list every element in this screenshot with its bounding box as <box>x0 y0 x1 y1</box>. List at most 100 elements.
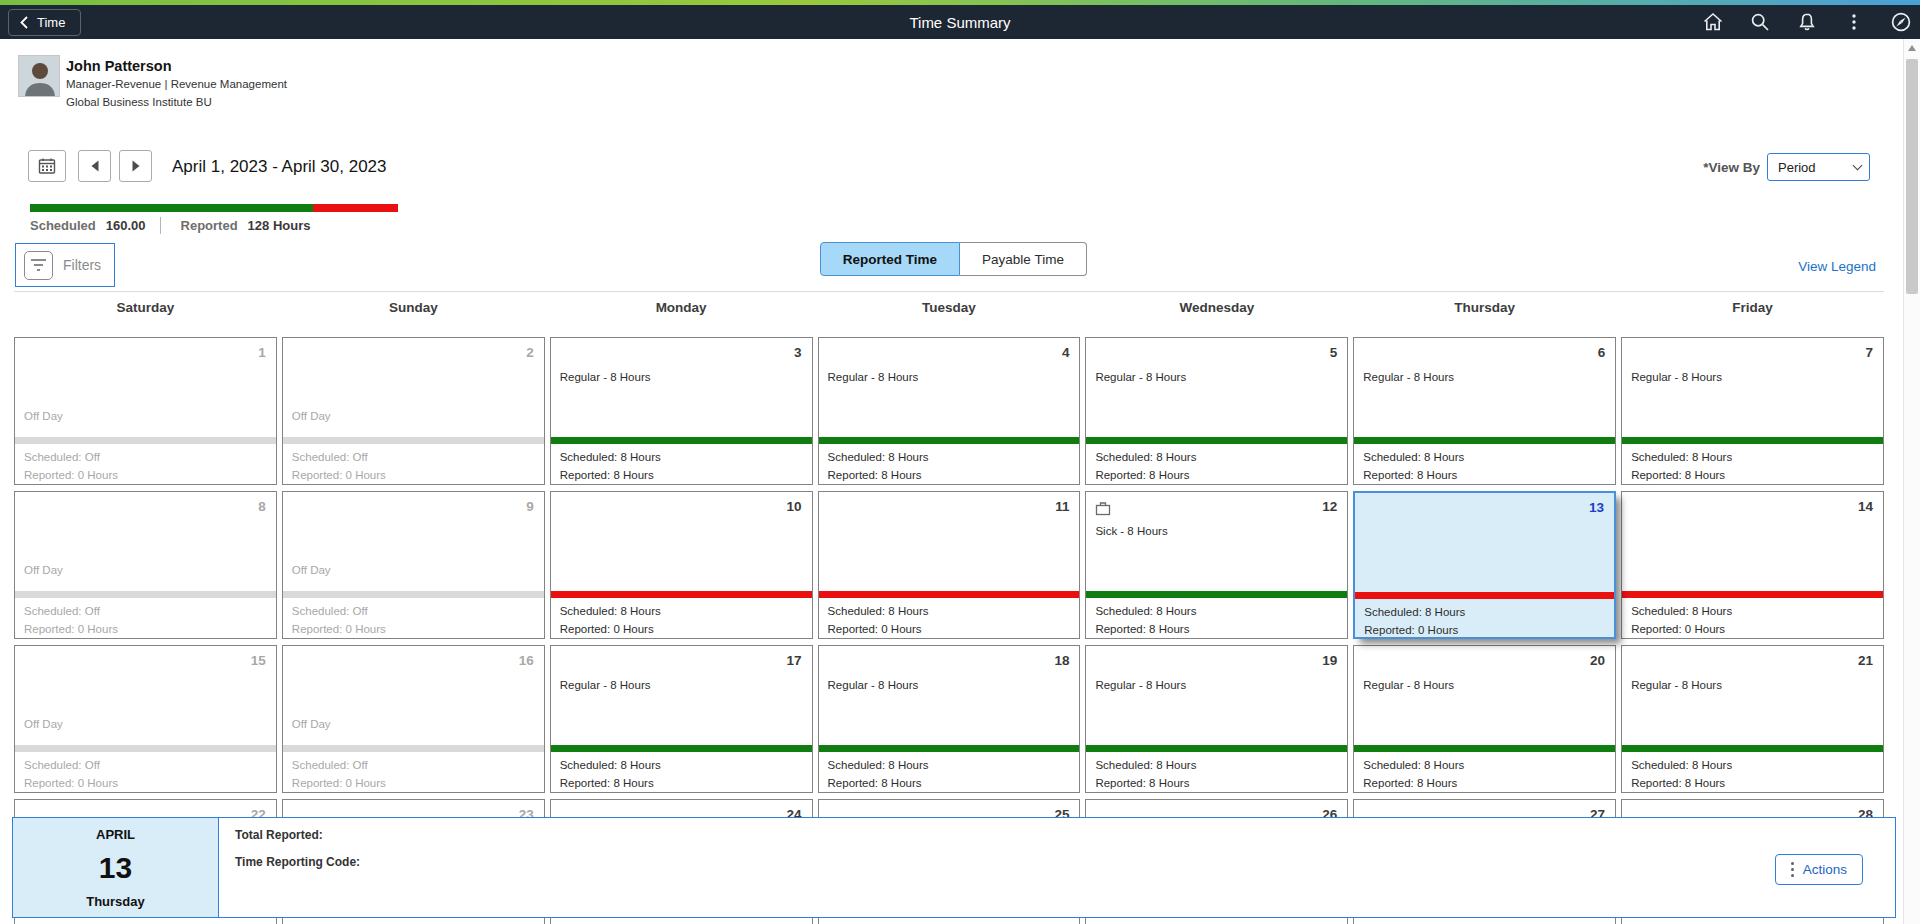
page-title: Time Summary <box>0 14 1920 31</box>
day-event-label: Off Day <box>292 410 331 422</box>
actions-button[interactable]: Actions <box>1775 854 1863 885</box>
calendar-icon <box>37 156 57 176</box>
day-scheduled-label: Scheduled: Off <box>24 451 100 463</box>
day-event-label: Off Day <box>24 564 63 576</box>
day-scheduled-label: Scheduled: 8 Hours <box>560 759 661 771</box>
day-header-friday: Friday <box>1621 300 1884 322</box>
calendar-day-cell-18[interactable]: 18 Regular - 8 Hours Scheduled: 8 Hours … <box>818 645 1081 793</box>
employee-business-unit: Global Business Institute BU <box>66 96 212 108</box>
day-reported-label: Reported: 0 Hours <box>292 777 386 789</box>
scheduled-label: Scheduled <box>30 218 96 233</box>
day-scheduled-label: Scheduled: 8 Hours <box>1364 606 1465 618</box>
day-number: 21 <box>1858 653 1873 668</box>
navbar-compass-icon[interactable] <box>1890 11 1912 33</box>
day-number: 10 <box>787 499 802 514</box>
day-reported-label: Reported: 0 Hours <box>24 469 118 481</box>
calendar-day-cell-19[interactable]: 19 Regular - 8 Hours Scheduled: 8 Hours … <box>1085 645 1348 793</box>
day-number: 3 <box>794 345 802 360</box>
day-number: 11 <box>1055 499 1069 514</box>
scheduled-value: 160.00 <box>106 218 146 233</box>
calendar-day-cell-13[interactable]: 13 Scheduled: 8 Hours Reported: 0 Hours <box>1353 491 1616 639</box>
calendar-day-cell-14[interactable]: 14 Scheduled: 8 Hours Reported: 0 Hours <box>1621 491 1884 639</box>
calendar-day-cell-1[interactable]: 1 Off Day Scheduled: Off Reported: 0 Hou… <box>14 337 277 485</box>
selected-day-number: 13 <box>99 851 132 885</box>
app-header: Time Time Summary <box>0 5 1920 39</box>
day-number: 6 <box>1598 345 1606 360</box>
tab-reported-time[interactable]: Reported Time <box>820 242 960 276</box>
calendar-day-cell-10[interactable]: 10 Scheduled: 8 Hours Reported: 0 Hours <box>550 491 813 639</box>
calendar-day-cell-3[interactable]: 3 Regular - 8 Hours Scheduled: 8 Hours R… <box>550 337 813 485</box>
scrollbar-thumb[interactable] <box>1906 59 1918 294</box>
calendar-week-row: 8 Off Day Scheduled: Off Reported: 0 Hou… <box>14 491 1884 639</box>
calendar-day-cell-2[interactable]: 2 Off Day Scheduled: Off Reported: 0 Hou… <box>282 337 545 485</box>
day-number: 17 <box>787 653 802 668</box>
calendar-day-cell-16[interactable]: 16 Off Day Scheduled: Off Reported: 0 Ho… <box>282 645 545 793</box>
day-status-bar <box>1086 745 1347 752</box>
day-reported-label: Reported: 8 Hours <box>828 469 922 481</box>
day-reported-label: Reported: 8 Hours <box>560 777 654 789</box>
calendar-picker-button[interactable] <box>28 150 66 182</box>
calendar-day-cell-8[interactable]: 8 Off Day Scheduled: Off Reported: 0 Hou… <box>14 491 277 639</box>
next-arrow-icon <box>130 159 142 173</box>
previous-period-button[interactable] <box>78 150 111 182</box>
search-icon[interactable] <box>1749 11 1771 33</box>
time-reporting-code-label: Time Reporting Code: <box>235 855 1879 869</box>
day-status-bar <box>551 437 812 444</box>
tab-payable-time[interactable]: Payable Time <box>960 242 1087 276</box>
filters-button-label: Filters <box>63 257 101 273</box>
notifications-icon[interactable] <box>1796 11 1818 33</box>
day-detail-panel: APRIL 13 Thursday Total Reported: Time R… <box>12 817 1896 918</box>
day-status-bar <box>283 745 544 752</box>
day-status-bar <box>15 591 276 598</box>
calendar-day-cell-4[interactable]: 4 Regular - 8 Hours Scheduled: 8 Hours R… <box>818 337 1081 485</box>
day-scheduled-label: Scheduled: 8 Hours <box>1363 759 1464 771</box>
next-period-button[interactable] <box>119 150 152 182</box>
scrollbar-up-arrow[interactable] <box>1908 45 1916 51</box>
calendar-day-cell-20[interactable]: 20 Regular - 8 Hours Scheduled: 8 Hours … <box>1353 645 1616 793</box>
day-scheduled-label: Scheduled: 8 Hours <box>1631 451 1732 463</box>
day-status-bar <box>1086 437 1347 444</box>
back-button[interactable]: Time <box>8 9 81 36</box>
calendar-day-cell-6[interactable]: 6 Regular - 8 Hours Scheduled: 8 Hours R… <box>1353 337 1616 485</box>
day-scheduled-label: Scheduled: Off <box>24 759 100 771</box>
toolbar-divider <box>14 291 1884 292</box>
calendar-day-cell-7[interactable]: 7 Regular - 8 Hours Scheduled: 8 Hours R… <box>1621 337 1884 485</box>
day-reported-label: Reported: 8 Hours <box>1363 777 1457 789</box>
day-event-label: Regular - 8 Hours <box>1631 371 1722 383</box>
selected-weekday: Thursday <box>86 894 145 909</box>
calendar-day-cell-5[interactable]: 5 Regular - 8 Hours Scheduled: 8 Hours R… <box>1085 337 1348 485</box>
calendar-day-cell-11[interactable]: 11 Scheduled: 8 Hours Reported: 0 Hours <box>818 491 1081 639</box>
time-progress-bar <box>30 204 398 212</box>
calendar-day-cell-21[interactable]: 21 Regular - 8 Hours Scheduled: 8 Hours … <box>1621 645 1884 793</box>
progress-labels: Scheduled 160.00 Reported 128 Hours <box>30 217 310 234</box>
day-header-tuesday: Tuesday <box>818 300 1081 322</box>
calendar-day-cell-15[interactable]: 15 Off Day Scheduled: Off Reported: 0 Ho… <box>14 645 277 793</box>
home-icon[interactable] <box>1702 11 1724 33</box>
calendar-week-row: 1 Off Day Scheduled: Off Reported: 0 Hou… <box>14 337 1884 485</box>
day-event-label: Regular - 8 Hours <box>560 679 651 691</box>
day-reported-label: Reported: 0 Hours <box>1364 624 1458 636</box>
day-number: 1 <box>258 345 266 360</box>
day-reported-label: Reported: 0 Hours <box>560 623 654 635</box>
more-options-icon[interactable] <box>1843 11 1865 33</box>
day-status-bar <box>551 591 812 598</box>
day-event-label: Off Day <box>292 564 331 576</box>
time-progress-fill <box>30 204 313 212</box>
calendar-day-cell-12[interactable]: 12 Sick - 8 Hours Scheduled: 8 Hours Rep… <box>1085 491 1348 639</box>
actions-button-label: Actions <box>1803 862 1847 877</box>
calendar-day-cell-9[interactable]: 9 Off Day Scheduled: Off Reported: 0 Hou… <box>282 491 545 639</box>
day-number: 8 <box>258 499 266 514</box>
day-reported-label: Reported: 0 Hours <box>24 623 118 635</box>
calendar-day-cell-17[interactable]: 17 Regular - 8 Hours Scheduled: 8 Hours … <box>550 645 813 793</box>
day-header-saturday: Saturday <box>14 300 277 322</box>
reported-value: 128 Hours <box>248 218 311 233</box>
view-by-select[interactable]: Period <box>1767 153 1870 181</box>
filters-button[interactable]: Filters <box>15 243 115 287</box>
day-reported-label: Reported: 8 Hours <box>560 469 654 481</box>
day-event-label: Off Day <box>292 718 331 730</box>
day-event-label: Regular - 8 Hours <box>1631 679 1722 691</box>
view-legend-link[interactable]: View Legend <box>1798 259 1876 274</box>
day-number: 19 <box>1322 653 1337 668</box>
vertical-scrollbar[interactable] <box>1903 39 1920 924</box>
day-reported-label: Reported: 8 Hours <box>1631 777 1725 789</box>
